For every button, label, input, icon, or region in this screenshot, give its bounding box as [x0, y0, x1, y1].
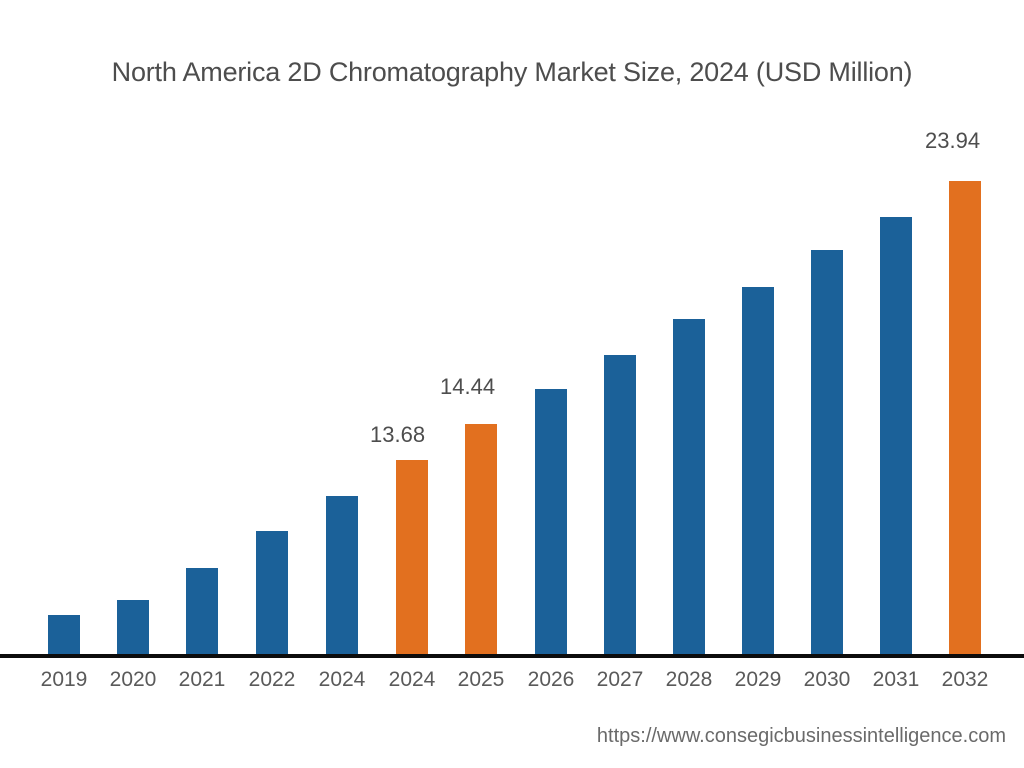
x-tick-label-11: 2030	[803, 668, 851, 691]
bar-2021-2[interactable]	[186, 568, 218, 654]
x-axis-line	[0, 654, 1024, 658]
bar-2027-8[interactable]	[604, 355, 636, 654]
chart-title: North America 2D Chromatography Market S…	[111, 57, 913, 87]
x-tick-label-10: 2029	[734, 668, 782, 691]
x-tick-label-0: 2019	[40, 668, 88, 691]
bar-2024-5[interactable]	[396, 460, 428, 654]
x-tick-label-1: 2020	[109, 668, 157, 691]
x-tick-label-4: 2024	[318, 668, 366, 691]
bar-2028-9[interactable]	[673, 319, 705, 654]
bar-2025-6[interactable]	[465, 424, 497, 654]
x-tick-label-6: 2025	[457, 668, 505, 691]
bar-2020-1[interactable]	[117, 600, 149, 654]
bar-2024-4[interactable]	[326, 496, 358, 654]
x-tick-label-7: 2026	[527, 668, 575, 691]
x-tick-label-3: 2022	[248, 668, 296, 691]
data-label-13.68: 13.68	[370, 422, 426, 447]
x-tick-label-13: 2032	[941, 668, 989, 691]
bar-2030-11[interactable]	[811, 250, 843, 654]
data-label-23.94: 23.94	[925, 128, 981, 153]
x-tick-label-12: 2031	[872, 668, 920, 691]
bar-2032-13[interactable]	[949, 181, 981, 654]
source-url: https://www.consegicbusinessintelligence…	[596, 725, 1006, 747]
plot-area	[48, 181, 981, 654]
x-tick-label-8: 2027	[596, 668, 644, 691]
x-tick-label-5: 2024	[388, 668, 436, 691]
bar-2026-7[interactable]	[535, 389, 567, 654]
data-label-14.44: 14.44	[440, 374, 496, 399]
bar-2029-10[interactable]	[742, 287, 774, 654]
x-tick-label-2: 2021	[178, 668, 226, 691]
bar-2022-3[interactable]	[256, 531, 288, 654]
x-tick-label-9: 2028	[665, 668, 713, 691]
bar-2019-0[interactable]	[48, 615, 80, 654]
bar-2031-12[interactable]	[880, 217, 912, 654]
